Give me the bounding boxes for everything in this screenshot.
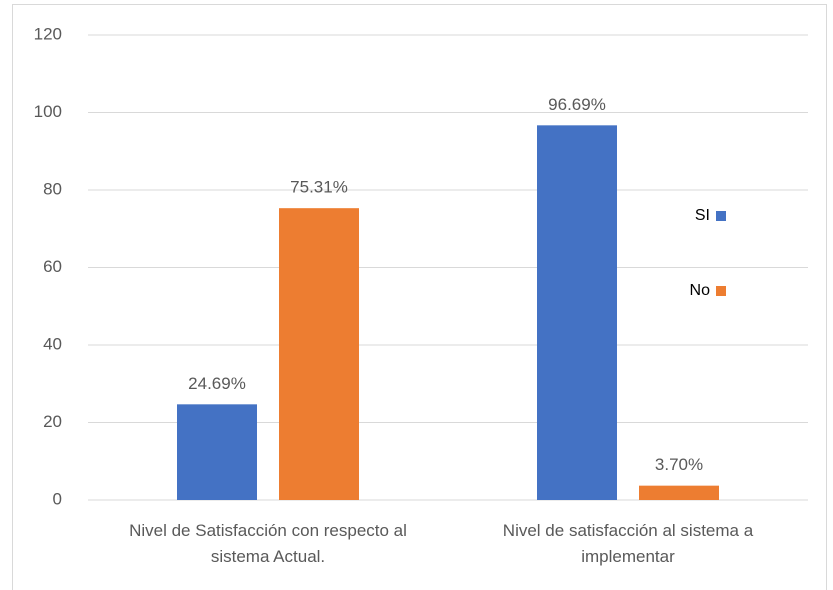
legend-label: No bbox=[690, 282, 711, 299]
y-tick-label: 40 bbox=[43, 334, 62, 353]
y-tick-label: 20 bbox=[43, 412, 62, 431]
bar bbox=[279, 208, 359, 500]
data-label: 3.70% bbox=[655, 455, 703, 474]
data-label: 96.69% bbox=[548, 95, 606, 114]
bar bbox=[537, 125, 617, 501]
legend-label: SI bbox=[695, 207, 710, 224]
x-tick-label: Nivel de Satisfacción con respecto al si… bbox=[129, 521, 407, 566]
legend-swatch bbox=[716, 211, 726, 221]
bar bbox=[639, 485, 719, 500]
bar bbox=[177, 404, 257, 500]
y-tick-label: 60 bbox=[43, 257, 62, 276]
chart-border bbox=[12, 4, 827, 590]
y-tick-label: 80 bbox=[43, 179, 62, 198]
x-tick-label: Nivel de satisfacción al sistema a imple… bbox=[502, 521, 754, 566]
data-label: 24.69% bbox=[188, 374, 246, 393]
y-tick-label: 0 bbox=[53, 489, 62, 508]
legend-swatch bbox=[716, 286, 726, 296]
data-label: 75.31% bbox=[290, 178, 348, 197]
y-tick-label: 100 bbox=[34, 102, 62, 121]
y-tick-label: 120 bbox=[34, 24, 62, 43]
